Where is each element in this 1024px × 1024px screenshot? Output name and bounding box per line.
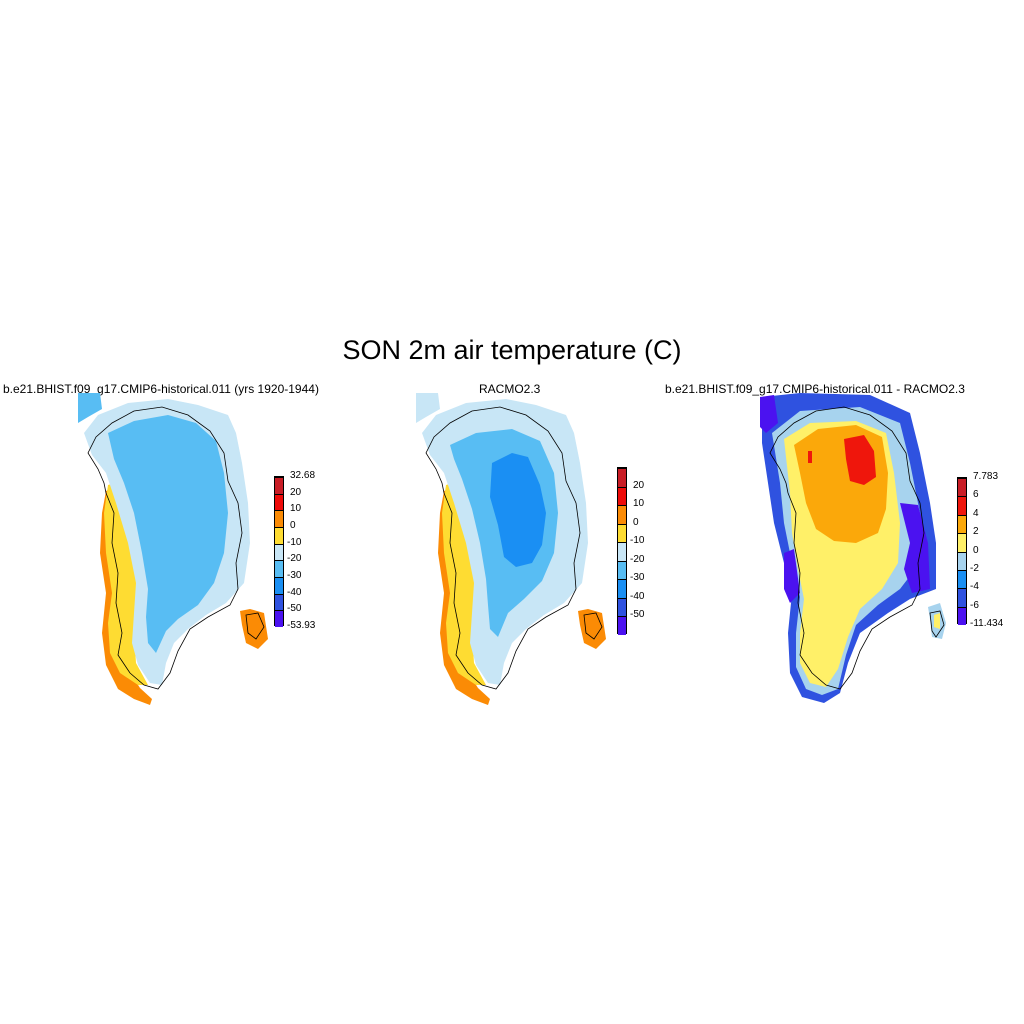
colorbar-tick-label: -20 [630,553,645,565]
colorbar-segment [618,560,626,580]
colorbar-segment [958,533,966,552]
colorbar-segment [275,560,283,577]
colorbar-segment [958,478,966,497]
colorbar-tick-label: 6 [973,489,979,501]
colorbar-tick-label: 0 [290,520,296,531]
colorbar-tick-label: -2 [970,562,979,574]
colorbar-segment [958,569,966,589]
colorbar-segment [275,577,283,594]
colorbar-tick-label: -50 [630,609,645,621]
panel-3-colorbar: -11.434 -6 -4 -2 0 2 4 6 7.783 [957,471,1024,629]
colorbar-tick-label: 32.68 [290,470,316,481]
colorbar-segment [618,579,626,598]
map-band-hot-spot [844,435,876,485]
colorbar-box [957,477,967,625]
coastline [425,406,581,690]
colorbar-tick-label: 7.783 [973,471,999,482]
colorbar-segment [618,523,626,543]
colorbar-tick-label: -53.93 [287,620,316,631]
colorbar-segment [958,606,966,625]
coastline [87,406,243,690]
panel-2-colorbar: -50 -40 -30 -20 -10 0 10 20 [617,467,697,635]
colorbar-tick-label: 20 [633,479,645,491]
colorbar-segment [618,597,626,617]
colorbar-segment [275,510,283,527]
panel-3-title: b.e21.BHIST.f09_g17.CMIP6-historical.011… [665,382,965,396]
colorbar-tick-label: 10 [290,503,302,515]
colorbar-segment [618,542,626,561]
colorbar-tick-label: 2 [973,526,979,538]
colorbar-segment [275,493,283,511]
colorbar-segment [275,543,283,561]
colorbar-segment [618,468,626,487]
map-band-interior [108,415,228,653]
colorbar-tick-label: 10 [633,498,645,510]
colorbar-tick-label: 0 [633,516,639,528]
colorbar-tick-label: 4 [973,507,979,519]
colorbar-segment [275,527,283,544]
colorbar-tick-label: -20 [287,553,302,565]
colorbar-tick-label: -40 [630,590,645,602]
colorbar-tick-label: 0 [973,544,979,556]
colorbar-segment [618,505,626,524]
colorbar-box [617,467,627,635]
colorbar-segment [958,588,966,607]
coastline [769,406,925,690]
colorbar-tick-label: -50 [287,603,302,615]
colorbar-tick-label: -10 [287,536,302,548]
map-band-core [490,453,546,567]
panel-3-map [760,393,946,703]
colorbar-segment [275,593,283,611]
panel-2-title: RACMO2.3 [479,382,541,396]
colorbar-segment [958,551,966,570]
panel-1-colorbar: -53.93 -50 -40 -30 -20 -10 0 10 20 32.68 [274,470,354,631]
colorbar-tick-label: 20 [290,486,302,498]
panel-2-map [416,393,606,705]
colorbar-tick-label: -40 [287,586,302,598]
colorbar-segment [618,616,626,635]
colorbar-segment [958,514,966,534]
panel-1-map [78,393,268,705]
colorbar-tick-label: -30 [630,572,645,584]
colorbar-tick-label: -30 [287,570,302,581]
colorbar-tick-label: -4 [970,581,979,593]
colorbar-segment [275,610,283,627]
colorbar-segment [275,477,283,494]
panel-1-title: b.e21.BHIST.f09_g17.CMIP6-historical.011… [3,382,319,396]
colorbar-box [274,476,284,627]
figure-title: SON 2m air temperature (C) [342,335,682,365]
colorbar-tick-label: -6 [970,599,979,611]
colorbar-tick-label: -10 [630,535,645,547]
colorbar-segment [958,496,966,515]
colorbar-segment [618,486,626,506]
colorbar-tick-label: -11.434 [970,618,1004,629]
